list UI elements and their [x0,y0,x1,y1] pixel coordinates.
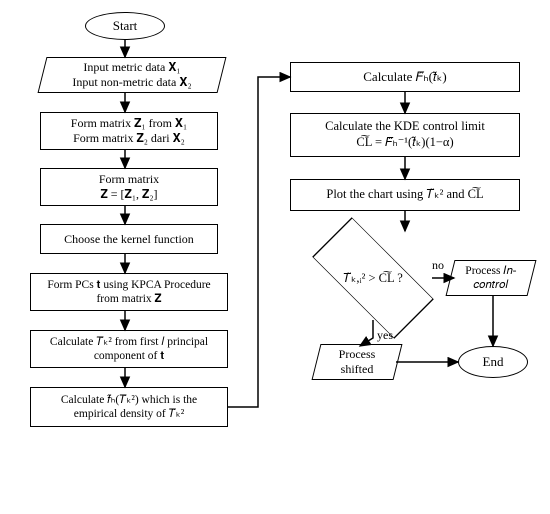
node-decide: 𝑇̃ₖ,ᵢ² > C͠L ? [330,235,416,321]
node-plot: Plot the chart using 𝑇̃ₖ² and C͠L [290,179,520,211]
edge-label-no-11: no [432,258,444,273]
node-input: Input metric data 𝐗₁Input non-metric dat… [38,57,227,93]
node-formZ: Form matrix 𝐙₁ from 𝐗₁Form matrix 𝐙₂ dar… [40,112,218,150]
node-start: Start [85,12,165,40]
node-calcF: Calculate 𝑓̂ₕ(𝑇̃ₖ²) which is theempirica… [30,387,228,427]
node-calcCL: Calculate the KDE control limitC͠L = 𝐹̂ₕ… [290,113,520,157]
edge-label-yes-12: yes [377,328,393,343]
node-end: End [458,346,528,378]
node-calcFh: Calculate 𝐹̂ₕ(𝑡̃ₖ) [290,62,520,92]
node-matZ: Form matrix𝐙 = [𝐙₁, 𝐙₂] [40,168,218,206]
node-shifted: Processshifted [312,344,403,380]
node-kpca: Form PCs 𝐭 using KPCA Procedurefrom matr… [30,273,228,311]
node-calcT: Calculate 𝑇̃ₖ² from first 𝑙 principalcom… [30,330,228,368]
node-kernel: Choose the kernel function [40,224,218,254]
node-incontrol: Process 𝐼𝑛-𝑐𝑜𝑛𝑡𝑟𝑜𝑙 [446,260,537,296]
